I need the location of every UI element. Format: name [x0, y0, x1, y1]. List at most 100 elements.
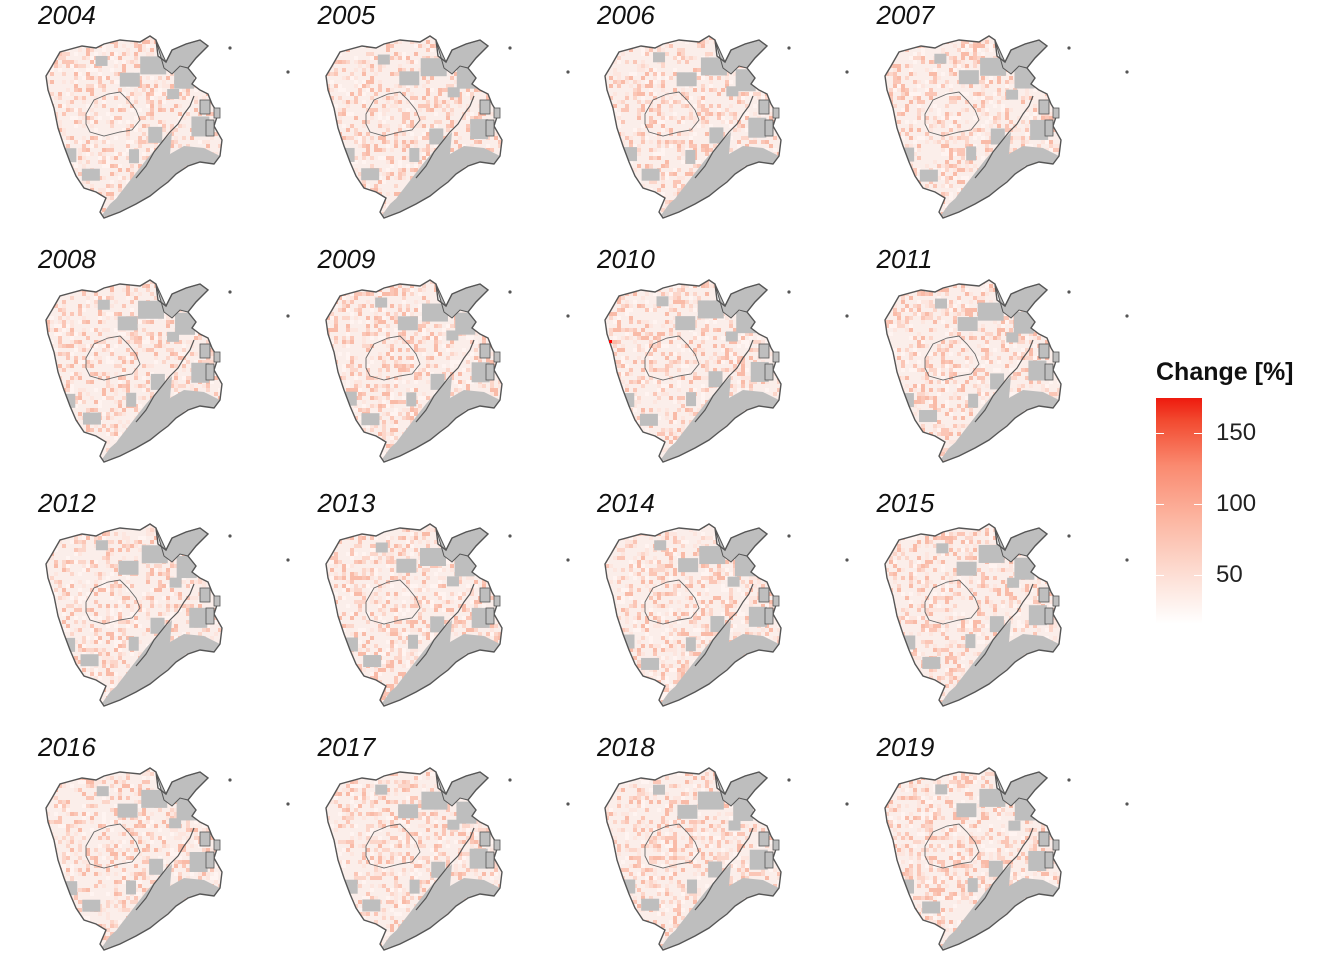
outlying-islet	[565, 70, 570, 74]
region-outline	[45, 523, 223, 707]
island	[1038, 99, 1049, 115]
outlying-islet	[565, 314, 570, 318]
outlying-islet	[1124, 314, 1129, 318]
inner-boundary	[365, 335, 421, 381]
map-panel: 2005	[280, 0, 570, 244]
inner-boundary	[924, 823, 980, 869]
region-map	[45, 279, 290, 463]
inner-boundary	[365, 823, 421, 869]
island	[199, 99, 211, 115]
region-map	[45, 523, 290, 707]
island	[1052, 839, 1059, 851]
map-panel: 2014	[559, 488, 849, 732]
panel-year-title: 2007	[876, 0, 935, 30]
region-map	[45, 767, 290, 951]
island	[485, 607, 494, 625]
island	[493, 351, 500, 363]
map-panel: 2010	[559, 244, 849, 488]
panel-year-title: 2017	[317, 732, 376, 762]
inner-boundary	[644, 823, 700, 869]
map-panel: 2013	[280, 488, 570, 732]
coastline	[135, 339, 195, 423]
outlying-islet	[787, 534, 791, 538]
outlying-islet	[1124, 802, 1129, 806]
map-panel: 2019	[839, 732, 1129, 976]
outlying-islet	[507, 534, 512, 538]
island	[213, 107, 221, 119]
island	[485, 119, 494, 137]
island	[772, 351, 780, 363]
outlying-islet	[787, 778, 791, 782]
island	[758, 587, 770, 603]
region-outline	[883, 767, 1062, 951]
panel-year-title: 2019	[876, 732, 935, 762]
outlying-islet	[565, 558, 570, 562]
region-outline	[324, 767, 503, 951]
island	[764, 363, 774, 381]
coastline	[694, 339, 754, 423]
legend-tick-mark	[1156, 433, 1164, 435]
outlying-islet	[787, 46, 791, 50]
coastline	[694, 827, 754, 911]
inner-boundary	[85, 823, 141, 869]
island	[213, 351, 221, 363]
map-panel: 2017	[280, 732, 570, 976]
panel-year-title: 2016	[38, 732, 96, 762]
island	[199, 831, 211, 847]
region-map	[45, 35, 290, 219]
island	[764, 119, 774, 137]
outlying-islet	[228, 778, 232, 782]
map-panel: 2006	[559, 0, 849, 244]
legend-tick-mark	[1194, 574, 1202, 576]
outlying-islet	[507, 46, 512, 50]
panel-year-title: 2005	[317, 0, 376, 30]
region-outline	[883, 523, 1062, 707]
outlying-islet	[228, 46, 232, 50]
island	[1044, 607, 1053, 625]
region-map	[324, 35, 570, 219]
map-panel: 2011	[839, 244, 1129, 488]
region-map	[883, 523, 1129, 707]
island	[772, 107, 780, 119]
island	[493, 595, 500, 607]
legend-tick-label: 50	[1216, 560, 1243, 588]
panel-year-title: 2006	[597, 0, 655, 30]
outlying-islet	[286, 802, 290, 806]
island	[1052, 595, 1059, 607]
legend-color-bar	[1156, 398, 1202, 624]
inner-boundary	[85, 335, 141, 381]
coastline	[974, 95, 1034, 179]
panel-year-title: 2011	[876, 244, 933, 274]
inner-boundary	[85, 579, 141, 625]
legend-tick-mark	[1194, 433, 1202, 435]
island	[1038, 587, 1049, 603]
inner-boundary	[924, 335, 980, 381]
outlying-islet	[565, 802, 570, 806]
island	[1044, 851, 1053, 869]
island	[1052, 351, 1059, 363]
region-map	[604, 279, 849, 463]
island	[479, 831, 490, 847]
legend-tick-label: 150	[1216, 419, 1257, 447]
island	[199, 587, 211, 603]
island	[205, 607, 215, 625]
region-outline	[883, 279, 1062, 463]
outlying-islet	[1066, 534, 1071, 538]
legend-tick-mark	[1194, 503, 1202, 505]
island	[205, 363, 215, 381]
map-panel: 2009	[280, 244, 570, 488]
island	[479, 99, 490, 115]
outlying-islet	[1124, 70, 1129, 74]
region-map	[604, 523, 849, 707]
outlying-islet	[1066, 290, 1071, 294]
island	[1052, 107, 1059, 119]
island	[213, 839, 221, 851]
panel-year-title: 2009	[317, 244, 376, 274]
raster-cells	[605, 280, 781, 462]
coastline	[694, 583, 754, 667]
region-outline	[324, 523, 503, 707]
coastline	[135, 583, 195, 667]
map-panel: 2007	[839, 0, 1129, 244]
map-panel: 2018	[559, 732, 849, 976]
legend-title: Change [%]	[1156, 358, 1294, 386]
